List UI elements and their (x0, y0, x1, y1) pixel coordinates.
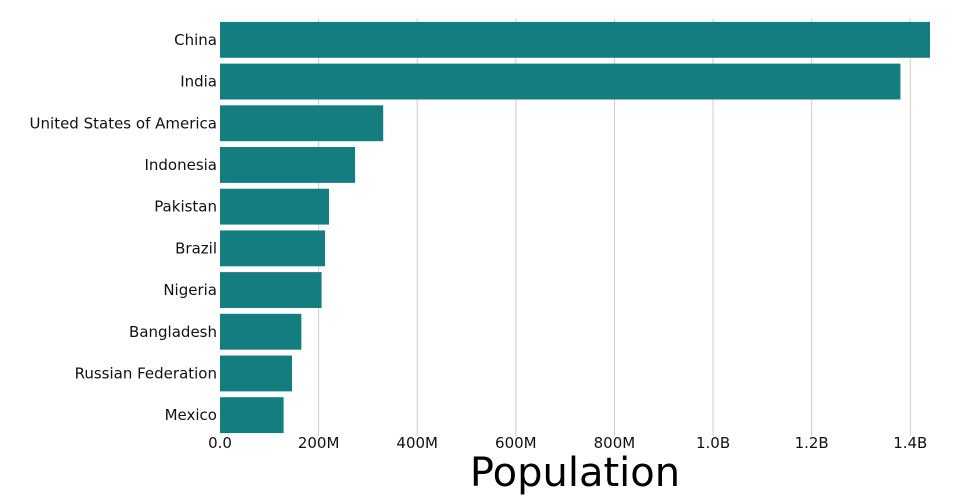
category-label: United States of America (30, 114, 217, 132)
category-label: China (174, 31, 217, 49)
x-tick-label: 1.4B (893, 434, 927, 452)
bar (220, 21, 930, 58)
x-tick-labels: 0.0 200M 400M 600M 800M 1.0B 1.2B 1.4B (208, 434, 927, 452)
category-label: Pakistan (154, 198, 217, 216)
x-tick-label: 0.0 (208, 434, 232, 452)
x-tick-label: 800M (594, 434, 636, 452)
x-tick-label: 400M (396, 434, 438, 452)
category-label: Mexico (165, 406, 217, 424)
x-axis-title: Population (470, 450, 680, 496)
category-label: Bangladesh (129, 323, 217, 341)
bar (220, 313, 302, 350)
bar (220, 397, 284, 434)
bar (220, 230, 326, 267)
x-tick-label: 200M (298, 434, 340, 452)
bar (220, 355, 292, 392)
bar (220, 105, 384, 142)
bar (220, 188, 329, 225)
category-labels: China India United States of America Indone… (30, 31, 217, 424)
category-label: India (180, 73, 217, 91)
category-label: Indonesia (144, 156, 217, 174)
category-label: Brazil (175, 239, 217, 257)
category-label: Russian Federation (75, 364, 217, 382)
x-tick-label: 1.2B (795, 434, 829, 452)
x-tick-label: 1.0B (696, 434, 730, 452)
bar (220, 272, 322, 308)
category-label: Nigeria (163, 281, 217, 299)
bar (220, 63, 901, 100)
bar (220, 147, 356, 183)
x-tick-label: 600M (495, 434, 537, 452)
bars (220, 21, 930, 434)
